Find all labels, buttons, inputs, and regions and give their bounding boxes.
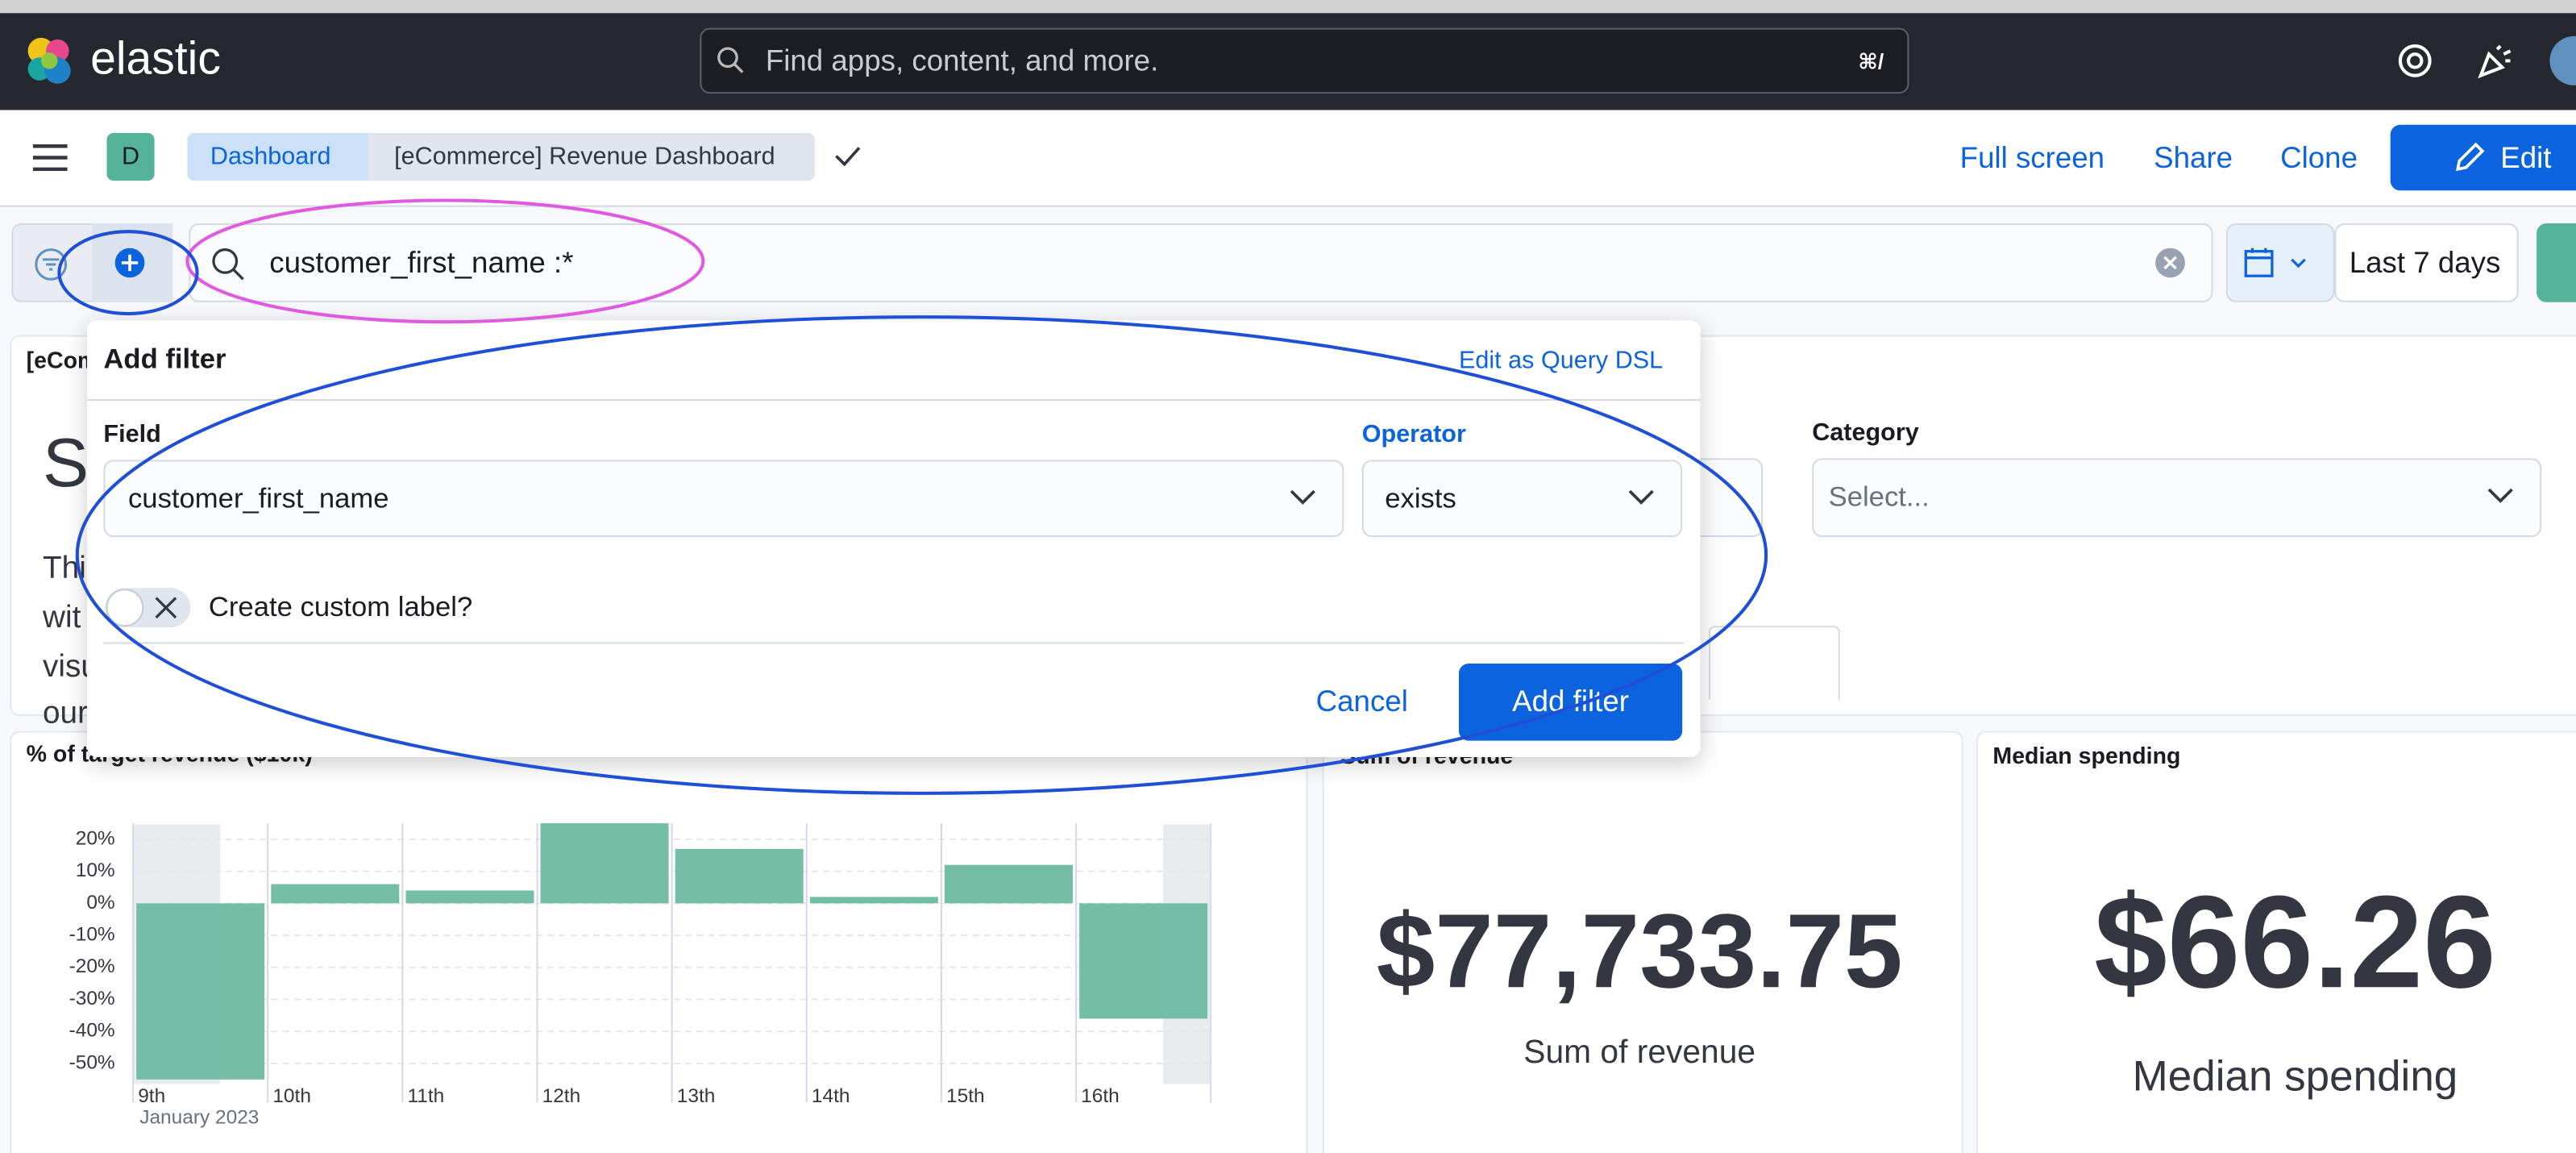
popover-title: Add filter	[103, 343, 226, 375]
search-placeholder: Find apps, content, and more.	[765, 44, 1159, 77]
shortcut: ⌘/	[1858, 49, 1884, 74]
breadcrumb[interactable]: Dashboard	[210, 143, 331, 171]
nav-action[interactable]: Share	[2154, 141, 2233, 174]
breadcrumb-bg	[187, 132, 368, 181]
y-tick-label: -20%	[69, 955, 115, 977]
y-tick-label: -50%	[69, 1051, 115, 1073]
x-sublabel: January 2023	[139, 1107, 259, 1129]
custom-label-toggle[interactable]	[103, 586, 195, 629]
chevron	[2487, 488, 2513, 503]
custom-label-text: Create custom label?	[208, 591, 473, 623]
news-icon[interactable]	[2476, 41, 2516, 81]
y-tick-label: -10%	[69, 924, 115, 946]
x-tick-label: 16th	[1081, 1085, 1120, 1107]
time-range[interactable]: Last 7 days	[2349, 246, 2501, 280]
x-tick-label: 12th	[542, 1085, 581, 1107]
y-tick-label: 0%	[86, 892, 114, 914]
refresh-button[interactable]	[2537, 223, 2576, 302]
date-range[interactable]	[2334, 223, 2519, 302]
calendar-icon	[2244, 248, 2306, 277]
edit-dsl-link[interactable]: Edit as Query DSL	[1458, 346, 1664, 375]
global-search[interactable]	[700, 27, 1909, 94]
menu-icon[interactable]	[32, 141, 69, 174]
x-tick-label: 9th	[138, 1085, 165, 1107]
bar	[540, 823, 669, 904]
nav-action[interactable]: Full screen	[1959, 141, 2105, 174]
add-filter-popover: Add filter Edit as Query DSL Field custo…	[87, 320, 1701, 758]
clear-icon[interactable]	[2154, 247, 2187, 280]
field-value: customer_first_name	[127, 482, 389, 514]
edit-button[interactable]	[2390, 124, 2576, 191]
metric-panel	[1322, 731, 1963, 1153]
bar	[1079, 903, 1208, 1019]
field-label: Field	[103, 420, 161, 449]
chevron	[1628, 489, 1654, 505]
divider	[87, 398, 1701, 402]
metric-value: $77,733.75	[1376, 892, 1903, 1010]
x-tick-label: 13th	[677, 1085, 716, 1107]
control-label: Category	[1812, 418, 1919, 447]
search-icon	[717, 47, 744, 73]
space-badge[interactable]: D	[106, 132, 155, 181]
y-tick-label: -30%	[69, 988, 115, 1009]
bar	[405, 890, 534, 904]
select-placeholder: Select...	[1828, 481, 1930, 513]
cancel-button[interactable]: Cancel	[1315, 685, 1408, 718]
panel-title: Median spending	[1992, 742, 2181, 769]
nav-action[interactable]: Clone	[2280, 141, 2358, 174]
category-select[interactable]	[1812, 458, 2542, 538]
y-tick-label: 20%	[76, 827, 115, 849]
metric-label: Median spending	[2132, 1051, 2458, 1101]
breadcrumb: [eCommerce] Revenue Dashboard	[394, 143, 775, 171]
chevron	[1290, 489, 1315, 505]
check-icon[interactable]	[833, 143, 862, 169]
bar	[945, 864, 1073, 904]
date-quick-menu[interactable]	[2225, 223, 2335, 302]
y-tick-label: 10%	[76, 860, 115, 881]
x-tick-label: 10th	[272, 1085, 311, 1107]
operator-value: exists	[1385, 482, 1456, 514]
edit-icon	[2455, 142, 2485, 172]
brand[interactable]: elastic	[90, 32, 221, 84]
bar	[136, 903, 265, 1080]
metric-panel	[1976, 731, 2576, 1153]
help-icon[interactable]	[2395, 41, 2435, 81]
metric-label: Sum of revenue	[1523, 1034, 1756, 1072]
edit-label[interactable]: Edit	[2500, 141, 2552, 174]
markdown-text: wit	[42, 601, 81, 636]
bar	[271, 884, 400, 904]
bar	[675, 848, 804, 904]
y-tick-label: -40%	[69, 1020, 115, 1042]
bar	[809, 897, 938, 904]
elastic-logo[interactable]	[23, 35, 76, 87]
operator-label: Operator	[1361, 420, 1466, 449]
x-tick-label: 14th	[812, 1085, 850, 1107]
divider	[103, 642, 1685, 644]
submit-label[interactable]: Add filter	[1512, 685, 1629, 718]
breadcrumb-bg	[368, 132, 815, 181]
x-tick-label: 15th	[946, 1085, 985, 1107]
metric-value: $66.26	[2094, 868, 2496, 1015]
x-tick-label: 11th	[407, 1085, 444, 1107]
